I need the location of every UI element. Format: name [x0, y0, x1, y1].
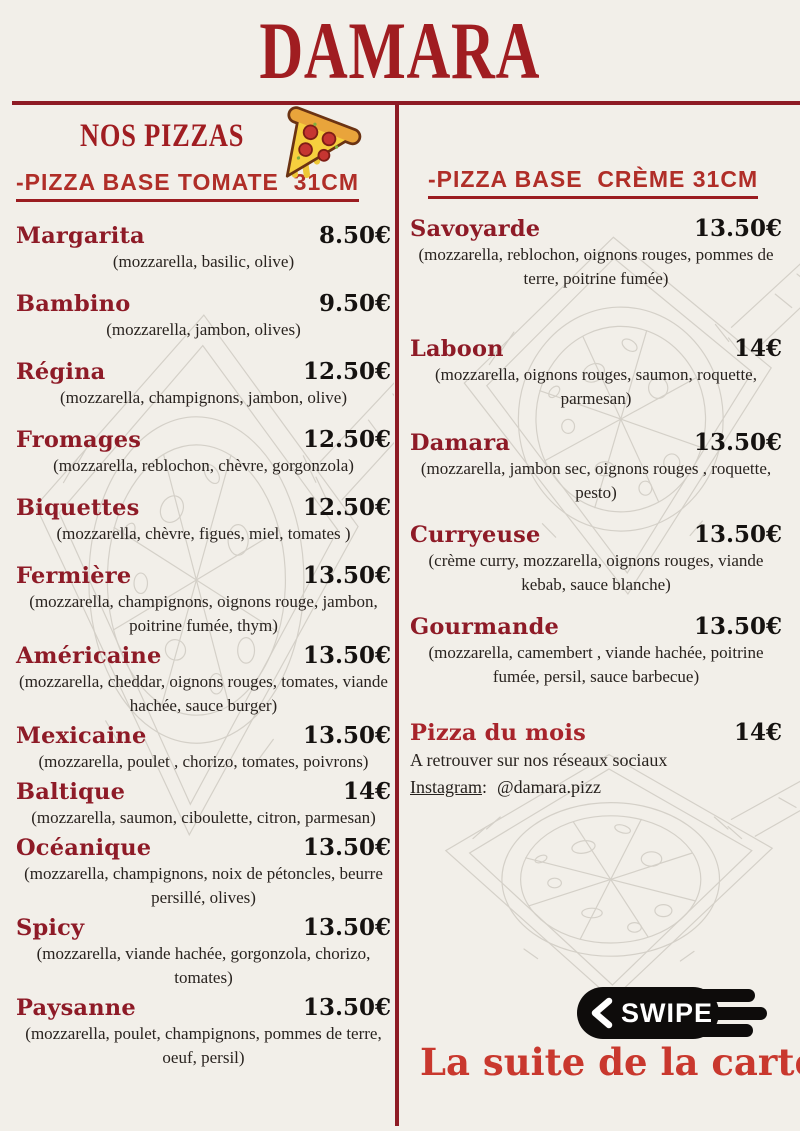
item-name: Océanique: [16, 835, 152, 862]
item-name: Savoyarde: [410, 216, 541, 243]
item-description: (mozzarella, basilic, olive): [112, 252, 295, 272]
nos-pizzas-label: NOS PIZZAS: [80, 118, 245, 154]
item-price: 13.50€: [302, 642, 391, 670]
swipe-button[interactable]: SWIPE: [577, 986, 772, 1040]
item-price: 14€: [733, 335, 782, 363]
menu-item: Océanique 13.50€ (mozzarella, champignons…: [16, 834, 391, 910]
item-description: (mozzarella, champignons, jambon, olive): [59, 388, 348, 408]
item-price: 13.50€: [693, 429, 782, 457]
item-description: (mozzarella, saumon, ciboulette, citron,…: [31, 808, 376, 828]
menu-item: Américaine 13.50€ (mozzarella, cheddar, o…: [16, 642, 391, 718]
item-description: (mozzarella, chèvre, figues, miel, tomat…: [56, 524, 351, 544]
menu-item: Gourmande 13.50€ (mozzarella, camembert ,…: [410, 613, 782, 689]
section-heading-tomate: -PIZZA BASE TOMATE 31CM: [16, 169, 360, 203]
pizza-of-the-month: Pizza du mois 14€ A retrouver sur nos rés…: [410, 719, 782, 801]
menu-item: Mexicaine 13.50€ (mozzarella, poulet , ch…: [16, 722, 391, 774]
instagram-handle[interactable]: @damara.pizz: [497, 777, 602, 798]
item-price: 13.50€: [302, 914, 391, 942]
menu-item: Margarita 8.50€ (mozzarella, basilic, oli…: [16, 222, 391, 274]
item-price: 13.50€: [693, 215, 782, 243]
item-name: Mexicaine: [16, 723, 147, 750]
item-price: 8.50€: [318, 222, 391, 250]
instagram-label: Instagram: [410, 777, 482, 798]
item-name: Fermière: [16, 563, 132, 590]
left-column: NOS PIZZAS: [16, 106, 391, 1074]
item-name: Américaine: [16, 643, 162, 670]
menu-item: Laboon 14€ (mozzarella, oignons rouges, s…: [410, 335, 782, 411]
item-name: Spicy: [16, 915, 85, 942]
menu-item: Bambino 9.50€ (mozzarella, jambon, olives…: [16, 290, 391, 342]
item-price: 13.50€: [302, 722, 391, 750]
section-label: NOS PIZZAS: [80, 120, 285, 153]
item-name: Biquettes: [16, 495, 140, 522]
instagram-separator: :: [481, 777, 487, 798]
item-name: Paysanne: [16, 995, 136, 1022]
page-title: DAMARA: [0, 10, 800, 92]
header-rule: [12, 101, 800, 105]
next-page-title: La suite de la carte: [420, 1040, 800, 1084]
item-description: (mozzarella, cheddar, oignons rouges, to…: [19, 672, 388, 716]
item-description: (mozzarella, champignons, oignons rouge,…: [29, 592, 378, 636]
instagram-line: Instagram: @damara.pizz: [410, 774, 782, 801]
left-column-header: NOS PIZZAS: [16, 106, 391, 178]
social-info-line: A retrouver sur nos réseaux sociaux: [410, 750, 668, 771]
right-items: Savoyarde 13.50€ (mozzarella, reblochon, …: [410, 215, 782, 801]
item-description: (mozzarella, jambon, olives): [106, 320, 301, 340]
swipe-label: SWIPE: [621, 998, 714, 1028]
item-description: (mozzarella, viande hachée, gorgonzola, …: [36, 944, 371, 988]
column-divider: [395, 104, 399, 1126]
item-description: (mozzarella, reblochon, chèvre, gorgonzo…: [53, 456, 354, 476]
chevron-left-icon: [591, 997, 613, 1029]
item-description: (mozzarella, poulet, champignons, pommes…: [25, 1024, 382, 1068]
item-price: 12.50€: [302, 358, 391, 386]
item-description: (mozzarella, poulet , chorizo, tomates, …: [38, 752, 369, 772]
item-description: (mozzarella, reblochon, oignons rouges, …: [418, 245, 774, 289]
menu-item: Fermière 13.50€ (mozzarella, champignons,…: [16, 562, 391, 638]
menu-item: Fromages 12.50€ (mozzarella, reblochon, c…: [16, 426, 391, 478]
menu-item: Régina 12.50€ (mozzarella, champignons, j…: [16, 358, 391, 410]
item-price: 13.50€: [693, 521, 782, 549]
menu-item: Biquettes 12.50€ (mozzarella, chèvre, fig…: [16, 494, 391, 546]
menu-item: Curryeuse 13.50€ (crème curry, mozzarella…: [410, 521, 782, 597]
menu-item: Baltique 14€ (mozzarella, saumon, ciboule…: [16, 778, 391, 830]
left-items: Margarita 8.50€ (mozzarella, basilic, oli…: [16, 222, 391, 1070]
item-description: (mozzarella, champignons, noix de pétonc…: [24, 864, 383, 908]
item-name: Curryeuse: [410, 522, 541, 549]
item-name: Fromages: [16, 427, 142, 454]
item-price: 14€: [733, 719, 782, 747]
menu-item: Spicy 13.50€ (mozzarella, viande hachée, …: [16, 914, 391, 990]
menu-item: Damara 13.50€ (mozzarella, jambon sec, oi…: [410, 429, 782, 505]
item-price: 9.50€: [318, 290, 391, 318]
item-name: Bambino: [16, 291, 131, 318]
restaurant-name: DAMARA: [259, 5, 541, 96]
item-name: Margarita: [16, 223, 145, 250]
item-price: 13.50€: [302, 834, 391, 862]
item-price: 12.50€: [302, 426, 391, 454]
item-name: Baltique: [16, 779, 126, 806]
item-price: 13.50€: [693, 613, 782, 641]
item-name: Pizza du mois: [410, 720, 586, 747]
speed-lines-icon: [689, 1024, 753, 1037]
item-price: 14€: [342, 778, 391, 806]
item-name: Régina: [16, 359, 106, 386]
item-description: (crème curry, mozzarella, oignons rouges…: [428, 551, 764, 595]
item-name: Gourmande: [410, 614, 560, 641]
item-description: (mozzarella, camembert , viande hachée, …: [428, 643, 764, 687]
item-name: Laboon: [410, 336, 504, 363]
item-description: (mozzarella, jambon sec, oignons rouges …: [420, 459, 772, 503]
speed-lines-icon: [697, 1006, 767, 1020]
item-price: 12.50€: [302, 494, 391, 522]
section-heading-creme: -PIZZA BASE CRÈME 31CM: [428, 166, 759, 200]
menu-item: Paysanne 13.50€ (mozzarella, poulet, cham…: [16, 994, 391, 1070]
item-description: (mozzarella, oignons rouges, saumon, roq…: [435, 365, 757, 409]
item-name: Damara: [410, 430, 511, 457]
menu-item: Savoyarde 13.50€ (mozzarella, reblochon, …: [410, 215, 782, 291]
right-column: -PIZZA BASE CRÈME 31CM Savoyarde 13.50€ (…: [410, 110, 782, 817]
item-price: 13.50€: [302, 994, 391, 1022]
item-price: 13.50€: [302, 562, 391, 590]
pizza-slice-icon: [285, 106, 362, 178]
